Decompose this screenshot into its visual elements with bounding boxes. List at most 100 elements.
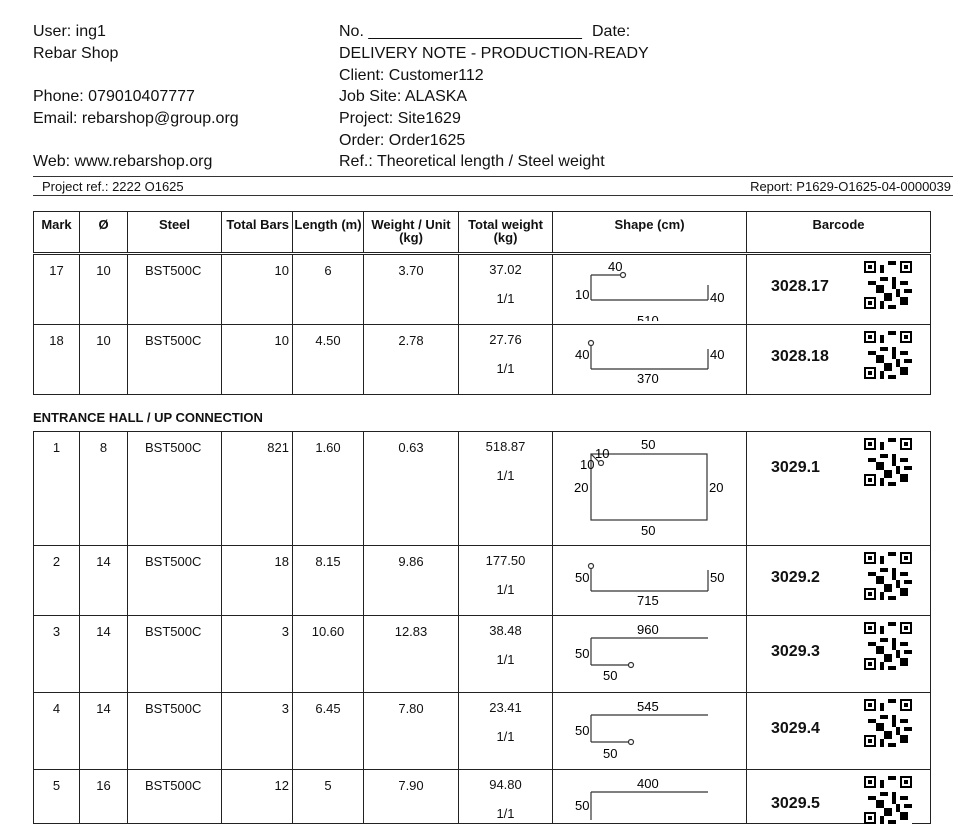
barcode-value: 3029.2 [771, 569, 820, 586]
column-header: Steel [127, 211, 222, 254]
shape-dimension: 50 [603, 668, 617, 683]
project-ref: Project ref.: 2222 O1625 [42, 179, 184, 194]
table-row: 5 16 BST500C 12 5 7.90 94.80 1/1 400 50 30… [33, 769, 931, 824]
divider [33, 195, 953, 196]
column-header: Weight / Unit (kg) [363, 211, 459, 254]
weight-per-unit: 0.63 [363, 431, 459, 546]
steel: BST500C [127, 431, 222, 546]
steel: BST500C [127, 545, 222, 616]
project: Project: Site1629 [339, 110, 461, 127]
user: User: ing1 [33, 23, 106, 40]
fraction: 1/1 [496, 291, 515, 306]
diameter: 16 [79, 769, 128, 824]
fraction: 1/1 [496, 729, 515, 744]
total-weight: 27.76 1/1 [458, 324, 553, 395]
diameter: 10 [79, 324, 128, 395]
total-bars: 3 [221, 692, 293, 770]
shape-dimension: 370 [637, 371, 659, 386]
total-bars: 12 [221, 769, 293, 824]
mark: 4 [33, 692, 80, 770]
total-weight-value: 37.02 [489, 262, 522, 277]
barcode-cell: 3029.5 [746, 769, 931, 824]
length: 6.45 [292, 692, 364, 770]
column-header: Ø [79, 211, 128, 254]
shape-drawing: 40 10 40 510 [575, 259, 724, 328]
shape: 545 50 50 [552, 692, 747, 770]
mark: 18 [33, 324, 80, 395]
doc-title: DELIVERY NOTE - PRODUCTION-READY [339, 45, 649, 62]
table-1: Mark Ø Steel Total Bars Length (m) Weight / U… [33, 211, 931, 395]
table-row: 18 10 BST500C 10 4.50 2.78 27.76 1/1 40 40… [33, 324, 931, 395]
length: 8.15 [292, 545, 364, 616]
diameter: 10 [79, 253, 128, 325]
shape: 960 50 50 [552, 615, 747, 693]
shape-dimension: 50 [575, 570, 589, 585]
web: Web: www.rebarshop.org [33, 153, 213, 170]
report-id: Report: P1629-O1625-04-0000039 [750, 179, 951, 194]
table-row: 1 8 BST500C 821 1.60 0.63 518.87 1/1 50 10… [33, 431, 931, 546]
divider [33, 176, 953, 177]
shape-dimension: 510 [637, 313, 659, 321]
shape-dimension: 50 [575, 723, 589, 738]
shape-dimension: 40 [710, 290, 724, 305]
total-weight-value: 38.48 [489, 623, 522, 638]
steel: BST500C [127, 769, 222, 824]
reference: Ref.: Theoretical length / Steel weight [339, 153, 605, 170]
total-bars: 10 [221, 253, 293, 325]
table-row: 17 10 BST500C 10 6 3.70 37.02 1/1 40 10 40 5… [33, 253, 931, 328]
fraction: 1/1 [496, 468, 515, 483]
total-weight: 38.48 1/1 [458, 615, 553, 693]
barcode-cell: 3029.1 [746, 431, 931, 546]
shape-dimension: 40 [608, 259, 622, 274]
steel: BST500C [127, 324, 222, 395]
length: 5 [292, 769, 364, 824]
length: 10.60 [292, 615, 364, 693]
length: 1.60 [292, 431, 364, 546]
shape: 50 50 715 [552, 545, 747, 616]
shape-dimension: 960 [637, 622, 659, 637]
email: Email: rebarshop@group.org [33, 110, 239, 127]
barcode-value: 3028.17 [771, 278, 829, 295]
header-row: Mark Ø Steel Total Bars Length (m) Weight / U… [33, 211, 931, 254]
order: Order: Order1625 [339, 132, 466, 149]
shape: 50 10 10 20 20 50 [552, 431, 747, 546]
length: 6 [292, 253, 364, 325]
qr-code-icon [864, 552, 912, 603]
shape-drawing: 400 50 [575, 776, 708, 820]
shape-drawing: 545 50 50 [575, 699, 708, 761]
fraction: 1/1 [496, 652, 515, 667]
qr-code-icon [864, 699, 912, 750]
weight-per-unit: 9.86 [363, 545, 459, 616]
column-header: Mark [33, 211, 80, 254]
barcode-cell: 3029.4 [746, 692, 931, 770]
diameter: 14 [79, 615, 128, 693]
weight-per-unit: 12.83 [363, 615, 459, 693]
barcode-cell: 3029.2 [746, 545, 931, 616]
table-row: 2 14 BST500C 18 8.15 9.86 177.50 1/1 50 50… [33, 545, 931, 616]
diameter: 8 [79, 431, 128, 546]
weight-per-unit: 7.80 [363, 692, 459, 770]
barcode-cell: 3028.17 [746, 253, 931, 325]
total-weight-value: 177.50 [485, 553, 526, 568]
total-weight: 94.80 1/1 [458, 769, 553, 824]
shape-dimension: 50 [575, 646, 589, 661]
mark: 3 [33, 615, 80, 693]
qr-code-icon [864, 331, 912, 382]
table-2: 1 8 BST500C 821 1.60 0.63 518.87 1/1 50 10… [33, 431, 931, 824]
section-heading: ENTRANCE HALL / UP CONNECTION [33, 410, 263, 425]
steel: BST500C [127, 253, 222, 325]
column-header: Total Bars [221, 211, 293, 254]
steel: BST500C [127, 692, 222, 770]
weight-per-unit: 7.90 [363, 769, 459, 824]
mark: 5 [33, 769, 80, 824]
doc-number: No. ________________________ [339, 23, 582, 40]
date: Date: [592, 23, 631, 40]
shape-drawing: 50 50 715 [575, 562, 724, 608]
total-bars: 821 [221, 431, 293, 546]
total-weight: 518.87 1/1 [458, 431, 553, 546]
table-row: 4 14 BST500C 3 6.45 7.80 23.41 1/1 545 50 5… [33, 692, 931, 770]
total-weight: 177.50 1/1 [458, 545, 553, 616]
client: Client: Customer112 [339, 67, 484, 84]
shape-dimension: 20 [574, 480, 588, 495]
